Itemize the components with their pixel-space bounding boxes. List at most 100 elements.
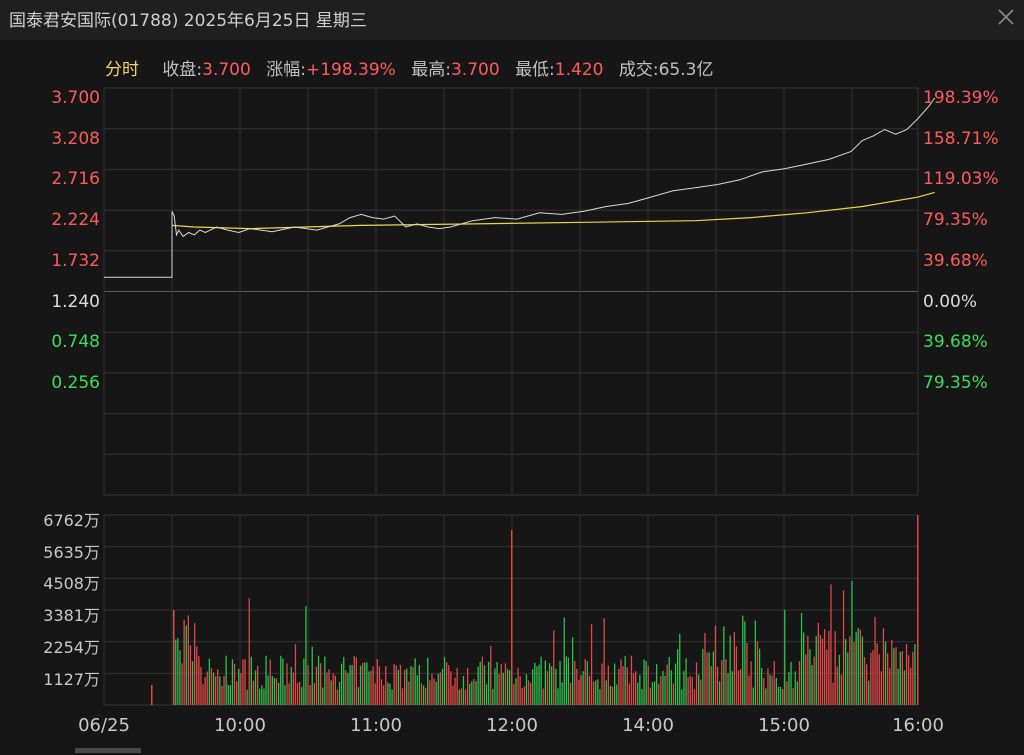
volume-bar: [622, 666, 624, 705]
volume-bar: [649, 687, 651, 705]
time-axis-label: 06/25: [78, 715, 130, 736]
volume-bar: [666, 664, 668, 705]
volume-bar: [265, 655, 267, 705]
volume-bar: [231, 659, 234, 705]
volume-bar: [878, 654, 880, 705]
volume-bar: [840, 674, 843, 705]
volume-bar: [756, 641, 759, 705]
percent-axis-label: 158.71%: [923, 128, 999, 149]
volume-bar: [477, 666, 479, 705]
volume-bar: [334, 675, 336, 705]
volume-bar: [177, 638, 179, 705]
volume-bar: [880, 671, 882, 705]
volume-bar: [521, 688, 523, 705]
volume-bar: [389, 683, 391, 705]
volume-bar: [542, 688, 544, 705]
volume-bar: [899, 651, 901, 705]
volume-bar: [895, 647, 897, 705]
volume-bar: [416, 675, 418, 705]
volume-bar: [870, 652, 872, 705]
percent-axis-label: 39.68%: [923, 332, 988, 353]
volume-bar: [313, 683, 315, 705]
volume-bar: [292, 672, 294, 705]
time-axis-label: 14:00: [622, 715, 674, 736]
volume-bar: [716, 666, 719, 705]
volume-bar: [481, 656, 483, 705]
volume-bar: [351, 664, 353, 705]
volume-bar: [282, 658, 284, 705]
volume-bar: [441, 668, 444, 705]
volume-bar: [401, 688, 404, 705]
volume-bar: [551, 666, 553, 705]
volume-bar: [611, 686, 614, 705]
volume-bar: [567, 657, 570, 705]
title-bar: 国泰君安国际(01788) 2025年6月25日 星期三: [0, 0, 1024, 40]
volume-bar: [819, 635, 822, 705]
volume-bar: [275, 678, 278, 705]
volume-bar: [605, 680, 607, 705]
volume-bar: [513, 684, 515, 705]
volume-bar: [779, 687, 782, 705]
volume-bar: [653, 681, 656, 705]
volume-bar: [901, 651, 903, 705]
volume-bar: [616, 684, 618, 705]
volume-bar: [437, 673, 439, 705]
percent-axis-label: 119.03%: [923, 169, 999, 190]
volume-bar: [452, 685, 454, 705]
volume-bar: [845, 639, 847, 705]
stat-change: 涨幅:+198.39%: [266, 60, 396, 80]
volume-bar: [851, 580, 853, 705]
volume-bar: [347, 672, 349, 705]
volume-bar: [660, 676, 662, 705]
volume-bar: [609, 685, 612, 705]
volume-bar: [261, 685, 263, 705]
volume-bar: [242, 659, 244, 705]
volume-bar: [662, 671, 664, 705]
stat-label: 最低:: [515, 60, 555, 80]
volume-bar: [868, 680, 870, 705]
volume-bar: [889, 668, 891, 705]
volume-bar: [677, 649, 679, 705]
close-icon[interactable]: [995, 6, 1017, 28]
volume-bar: [311, 646, 313, 705]
volume-bar: [263, 688, 265, 705]
volume-bar: [782, 689, 784, 705]
volume-axis-label: 4508万: [43, 574, 100, 594]
volume-bar: [269, 659, 271, 705]
volume-bar: [462, 676, 465, 705]
volume-bar: [853, 641, 855, 705]
volume-bar: [803, 632, 805, 705]
volume-bar: [607, 665, 609, 705]
volume-bar: [765, 688, 767, 705]
volume-bar: [821, 638, 824, 705]
volume-bar: [750, 661, 752, 705]
volume-bar: [639, 674, 641, 705]
volume-bar: [273, 677, 276, 705]
volume-bar: [250, 656, 252, 705]
volume-bar: [809, 649, 811, 705]
volume-bar: [813, 656, 815, 705]
volume-bar: [664, 675, 666, 705]
volume-bar: [527, 680, 530, 705]
volume-bar: [450, 671, 452, 705]
volume-bar: [658, 683, 660, 705]
volume-bar: [227, 684, 229, 705]
volume-bar: [735, 646, 738, 705]
tab-timeshare[interactable]: 分时: [105, 60, 139, 80]
volume-bar: [280, 655, 282, 705]
volume-bar: [208, 658, 210, 705]
volume-bar: [469, 683, 471, 705]
volume-bar: [790, 661, 792, 705]
volume-bar: [191, 661, 194, 705]
volume-bar: [236, 681, 238, 705]
volume-bar: [643, 659, 645, 705]
volume-bar: [689, 675, 691, 705]
volume-bar: [221, 686, 223, 705]
volume-bar: [695, 662, 698, 705]
volume-bar: [771, 675, 773, 705]
volume-bar: [874, 616, 876, 705]
volume-bar: [670, 670, 672, 705]
stat-label: 收盘:: [162, 60, 203, 80]
volume-bar: [353, 656, 355, 705]
